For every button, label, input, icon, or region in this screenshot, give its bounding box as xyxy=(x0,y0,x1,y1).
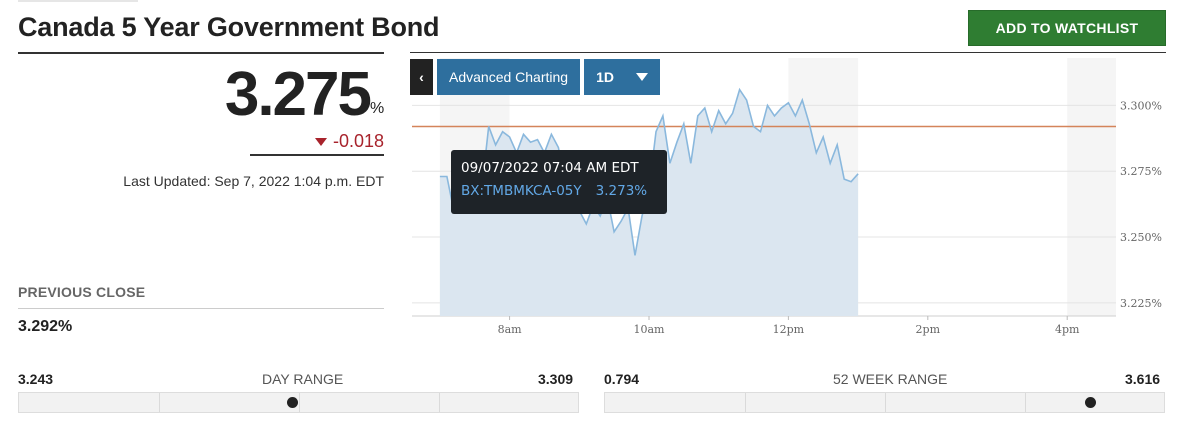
add-to-watchlist-button[interactable]: ADD TO WATCHLIST xyxy=(968,10,1166,46)
week52-range-high: 3.616 xyxy=(1125,371,1161,387)
chart-tooltip: 09/07/2022 07:04 AM EDT BX:TMBMKCA-05Y 3… xyxy=(451,150,667,214)
page-title: Canada 5 Year Government Bond xyxy=(18,12,440,42)
chart-top-divider xyxy=(410,52,1166,53)
range-segment-divider xyxy=(745,393,746,412)
y-tick-label: 3.275% xyxy=(1120,165,1162,178)
price-change: -0.018 xyxy=(314,131,384,152)
current-price: 3.275 xyxy=(224,60,372,129)
x-tick-label: 10am xyxy=(633,323,665,336)
chart-band xyxy=(1067,58,1116,316)
period-value: 1D xyxy=(596,69,614,85)
previous-close-divider xyxy=(18,308,384,309)
title-underline xyxy=(18,52,384,54)
range-segment-divider xyxy=(439,393,440,412)
day-range-high: 3.309 xyxy=(538,371,574,387)
range-segment-divider xyxy=(1025,393,1026,412)
tooltip-symbol: BX:TMBMKCA-05Y xyxy=(461,183,582,199)
x-tick-label: 8am xyxy=(498,323,523,336)
price-unit: % xyxy=(370,100,385,117)
previous-close-value: 3.292% xyxy=(18,318,73,335)
week52-range-label: 52 WEEK RANGE xyxy=(833,371,948,387)
chart-toolbar: ‹ Advanced Charting 1D xyxy=(410,59,661,95)
advanced-charting-button[interactable]: Advanced Charting xyxy=(437,59,581,95)
previous-close-label: PREVIOUS CLOSE xyxy=(18,284,146,300)
day-range-label: DAY RANGE xyxy=(262,371,344,387)
range-segment-divider xyxy=(885,393,886,412)
top-divider xyxy=(18,0,138,2)
week52-range-marker xyxy=(1085,397,1097,408)
y-axis-labels: 3.300% 3.275% 3.250% 3.225% xyxy=(1120,99,1162,309)
change-underline xyxy=(250,154,384,156)
y-tick-label: 3.225% xyxy=(1120,297,1162,310)
collapse-toolbar-button[interactable]: ‹ xyxy=(410,59,433,95)
chevron-down-icon xyxy=(636,73,649,81)
x-tick-label: 2pm xyxy=(916,323,941,336)
tooltip-value: 3.273% xyxy=(595,183,648,199)
x-tick-label: 4pm xyxy=(1055,323,1080,336)
tooltip-date: 09/07/2022 07:04 AM EDT xyxy=(461,160,639,176)
week52-range-bar xyxy=(604,392,1165,413)
price-chart[interactable]: 3.300% 3.275% 3.250% 3.225% 8am 10am 12pm 2pm 4… xyxy=(410,54,1166,338)
price-change-value: -0.018 xyxy=(332,131,384,151)
period-select[interactable]: 1D xyxy=(584,59,661,95)
chevron-left-icon: ‹ xyxy=(419,69,424,85)
day-range-marker xyxy=(286,397,298,408)
down-arrow-icon xyxy=(314,137,327,146)
last-updated: Last Updated: Sep 7, 2022 1:04 p.m. EDT xyxy=(123,173,384,189)
day-range-bar xyxy=(18,392,579,413)
range-segment-divider xyxy=(299,393,300,412)
y-tick-label: 3.300% xyxy=(1120,99,1162,112)
y-tick-label: 3.250% xyxy=(1120,231,1162,244)
day-range-low: 3.243 xyxy=(18,371,54,387)
week52-range-low: 0.794 xyxy=(604,371,640,387)
range-segment-divider xyxy=(159,393,160,412)
x-axis-labels: 8am 10am 12pm 2pm 4pm xyxy=(498,316,1080,336)
x-tick-label: 12pm xyxy=(773,323,805,336)
